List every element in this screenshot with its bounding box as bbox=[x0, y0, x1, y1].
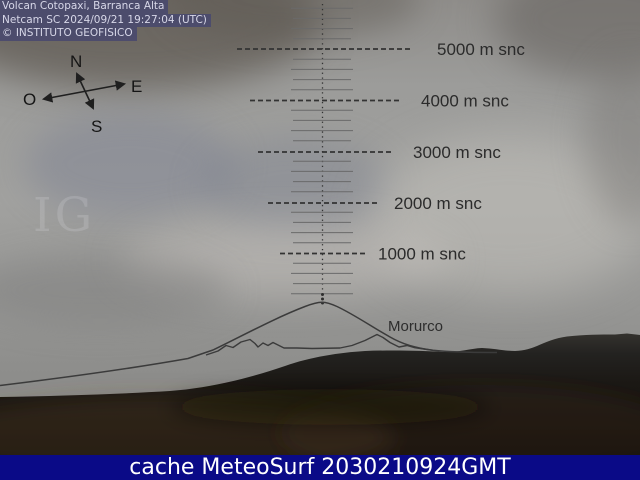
cloud-bright-streak bbox=[120, 222, 450, 297]
compass-rose bbox=[41, 72, 127, 110]
scale-label-1000: 1000 m snc bbox=[378, 245, 466, 264]
cache-caption-bar: cache MeteoSurf 2030210924GMT bbox=[0, 455, 640, 480]
scale-label-4000: 4000 m snc bbox=[421, 92, 509, 111]
haze-left bbox=[0, 255, 230, 325]
compass-south-label: S bbox=[91, 117, 102, 136]
station-name: Volcan Cotopaxi, Barranca Alta bbox=[0, 0, 169, 14]
morurco-ridge-outline bbox=[205, 333, 434, 356]
scale-label-2000: 2000 m snc bbox=[394, 194, 482, 213]
scale-label-3000: 3000 m snc bbox=[413, 143, 501, 162]
cloud-blue-left bbox=[25, 112, 235, 217]
station-info-overlay: Volcan Cotopaxi, Barranca Alta Netcam SC… bbox=[0, 0, 211, 41]
cloud-bright-right bbox=[370, 135, 640, 295]
scale-summit-dot bbox=[321, 293, 324, 296]
compass-west-label: O bbox=[23, 90, 36, 109]
volcano-outline bbox=[0, 301, 498, 387]
camera-timestamp: Netcam SC 2024/09/21 19:27:04 (UTC) bbox=[0, 13, 211, 27]
compass-north-label: N bbox=[70, 52, 82, 71]
scale-summit-dot bbox=[321, 297, 324, 301]
scale-major-lines bbox=[237, 48, 412, 255]
compass-axis-west-east bbox=[41, 80, 127, 103]
ig-watermark: IG bbox=[33, 188, 96, 243]
peak-label: Morurco bbox=[388, 318, 443, 335]
compass-axis-north-south bbox=[75, 72, 95, 110]
cloud-blue-center bbox=[200, 138, 390, 233]
altitude-scale: 5000 m snc 4000 m snc 3000 m snc 2000 m … bbox=[237, 4, 525, 305]
scale-label-5000: 5000 m snc bbox=[437, 40, 525, 59]
compass-east-label: E bbox=[131, 77, 142, 96]
scale-ticks bbox=[291, 7, 353, 295]
copyright-notice: © INSTITUTO GEOFISICO bbox=[0, 27, 137, 41]
